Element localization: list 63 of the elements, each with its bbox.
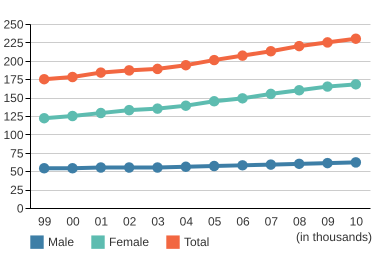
point (67, 163, 78, 174)
y-tick-label: 250 (3, 18, 24, 32)
x-tick-label: 08 (292, 214, 307, 228)
point (294, 85, 304, 96)
point (266, 159, 276, 170)
text: (in thousands) (296, 230, 372, 244)
x-tick-label: 01 (94, 214, 108, 228)
point (208, 96, 220, 107)
legend-label: Total (184, 235, 210, 250)
point (322, 158, 333, 168)
point (152, 162, 163, 173)
point (208, 54, 220, 66)
point (38, 112, 50, 124)
legend-label: Male (48, 235, 74, 250)
point (322, 81, 333, 92)
point (38, 74, 50, 84)
legend-label: Female (109, 235, 150, 250)
point (180, 100, 192, 111)
point (124, 162, 134, 173)
point (124, 104, 134, 116)
point (237, 50, 248, 61)
y-tick-label: 225 (3, 36, 24, 50)
point (350, 157, 362, 168)
point (180, 60, 192, 70)
point (96, 162, 106, 173)
y-tick-label: 150 (3, 91, 24, 106)
y-tick-label: 200 (3, 54, 24, 68)
x-tick-label: 10 (350, 214, 364, 228)
x-tick-label: 02 (122, 214, 137, 228)
y-tick-label: 50 (10, 164, 24, 179)
x-tick-label: 09 (321, 214, 335, 228)
point (152, 103, 163, 114)
point (67, 110, 78, 122)
y-tick-label: 0 (16, 202, 24, 216)
point (180, 162, 192, 172)
x-tick-label: 04 (180, 214, 194, 228)
x-tick-label: 07 (264, 214, 278, 228)
point (266, 46, 276, 56)
point (237, 93, 248, 104)
y-tick-label: 175 (3, 72, 24, 87)
point (266, 88, 276, 100)
point (294, 158, 304, 170)
y-tick-label: 100 (3, 128, 24, 142)
x-tick-label: 06 (236, 214, 250, 228)
x-tick-label: 05 (208, 214, 222, 228)
point (38, 163, 50, 174)
x-tick-label: 00 (66, 214, 80, 228)
point (350, 79, 362, 90)
point (208, 160, 220, 172)
y-tick-label: 125 (3, 110, 24, 124)
point (96, 108, 106, 118)
point (96, 67, 106, 78)
y-tick-label: 75 (10, 146, 24, 160)
point (124, 65, 134, 76)
point (350, 33, 362, 44)
point (322, 37, 333, 48)
x-tick-label: 99 (38, 214, 52, 228)
point (294, 40, 304, 52)
x-tick-label: 03 (151, 214, 165, 228)
point (67, 72, 78, 82)
point (237, 160, 248, 171)
y-tick-label: 25 (10, 183, 24, 198)
point (152, 64, 163, 74)
